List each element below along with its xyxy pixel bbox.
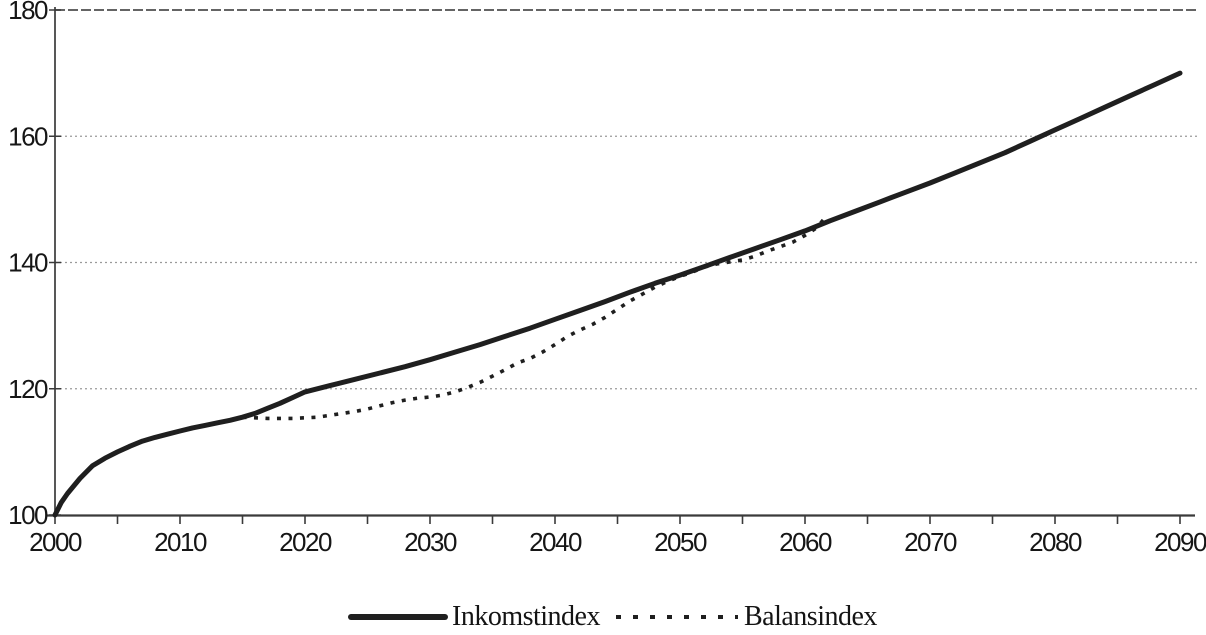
- legend-label-inkomstindex: Inkomstindex: [452, 601, 601, 632]
- series-line-inkomstindex: [52, 70, 1183, 518]
- x-tick-label-2000: 2000: [29, 527, 82, 557]
- x-tick-label-2050: 2050: [654, 527, 707, 557]
- x-tick-label-2040: 2040: [529, 527, 582, 557]
- legend-dotted-line-swatch: [616, 615, 738, 619]
- legend: Inkomstindex Balansindex: [348, 601, 877, 633]
- x-tick-label-2070: 2070: [904, 527, 957, 557]
- y-tick-label-160: 160: [8, 121, 48, 151]
- legend-label-balansindex: Balansindex: [744, 601, 877, 632]
- x-tick-label-2060: 2060: [779, 527, 832, 557]
- x-tick-label-2010: 2010: [154, 527, 207, 557]
- y-tick-label-100: 100: [8, 500, 48, 530]
- y-tick-label-120: 120: [8, 374, 48, 404]
- x-tick-label-2030: 2030: [404, 527, 457, 557]
- y-tick-label-140: 140: [8, 248, 48, 278]
- legend-solid-line-swatch: [348, 614, 448, 620]
- x-tick-label-2080: 2080: [1029, 527, 1082, 557]
- x-tick-label-2020: 2020: [279, 527, 332, 557]
- y-tick-label-180: 180: [8, 0, 48, 25]
- x-tick-label-2090: 2090: [1154, 527, 1206, 557]
